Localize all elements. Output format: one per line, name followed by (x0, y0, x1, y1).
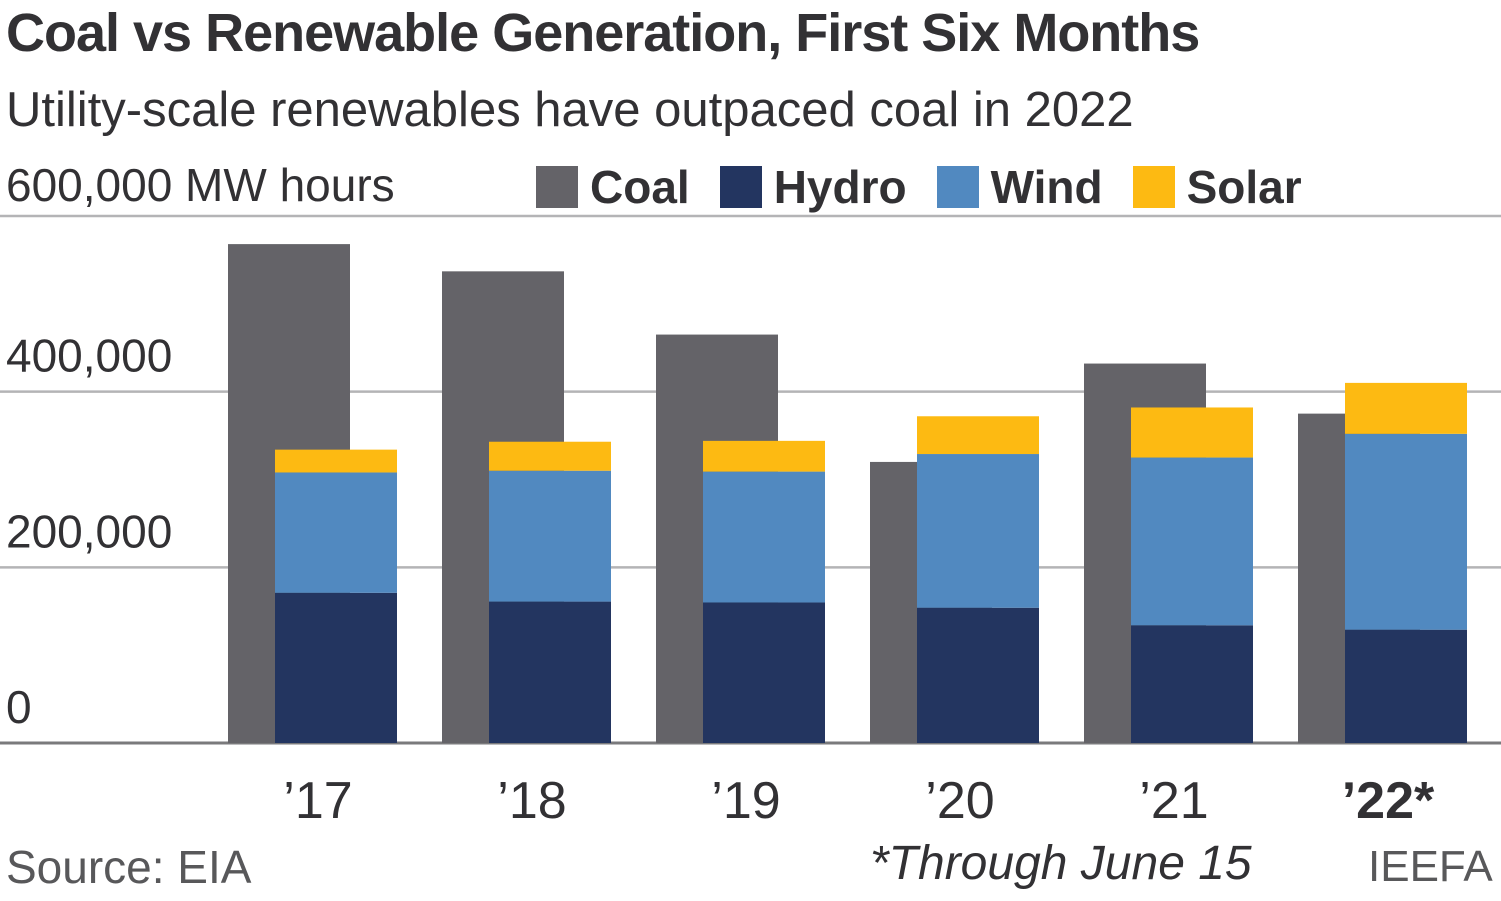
legend-item-wind: Wind (936, 160, 1103, 214)
legend-swatch-hydro (719, 166, 762, 208)
bar-hydro-21 (1131, 625, 1253, 743)
credit-label: IEEFA (1368, 842, 1493, 891)
bar-hydro-20 (917, 607, 1039, 743)
legend-item-hydro: Hydro (719, 160, 907, 214)
bar-hydro-22 (1345, 629, 1467, 743)
bar-hydro-17 (275, 592, 397, 743)
bar-wind-19 (703, 471, 825, 603)
x-tick-label-22: ’22* (1342, 772, 1435, 830)
y-tick-label-200000: 200,000 (6, 505, 172, 557)
x-tick-label-20: ’20 (925, 772, 994, 830)
legend-label-wind: Wind (990, 161, 1103, 213)
legend-swatch-wind (936, 166, 979, 208)
bar-hydro-19 (703, 602, 825, 743)
x-tick-label-17: ’17 (283, 772, 352, 830)
y-axis-unit-label: 600,000 MW hours (6, 159, 395, 211)
bar-solar-17 (275, 449, 397, 473)
legend-label-hydro: Hydro (773, 161, 907, 213)
x-tick-label-18: ’18 (497, 772, 566, 830)
legend-label-coal: Coal (590, 161, 690, 213)
bar-solar-21 (1131, 407, 1253, 458)
bar-wind-22 (1345, 433, 1467, 630)
legend: Coal Hydro Wind Solar (536, 160, 1332, 214)
bar-wind-18 (489, 470, 611, 602)
bar-solar-19 (703, 440, 825, 472)
bar-wind-21 (1131, 457, 1253, 626)
bar-solar-22 (1345, 382, 1467, 434)
bar-solar-18 (489, 441, 611, 471)
x-tick-label-19: ’19 (711, 772, 780, 830)
bar-wind-20 (917, 454, 1039, 608)
legend-item-solar: Solar (1132, 160, 1302, 214)
y-tick-label-0: 0 (6, 681, 32, 733)
bar-solar-20 (917, 416, 1039, 455)
footnote: *Through June 15 (870, 837, 1252, 890)
legend-label-solar: Solar (1186, 161, 1302, 213)
y-tick-label-400000: 400,000 (6, 330, 172, 382)
bar-hydro-18 (489, 601, 611, 743)
chart-subtitle: Utility-scale renewables have outpaced c… (6, 83, 1134, 137)
source-note: Source: EIA (6, 841, 252, 893)
legend-swatch-coal (536, 166, 578, 208)
bar-wind-17 (275, 472, 397, 593)
chart-title: Coal vs Renewable Generation, First Six … (6, 3, 1200, 63)
x-tick-label-21: ’21 (1139, 772, 1208, 830)
legend-item-coal: Coal (536, 160, 690, 214)
legend-swatch-solar (1132, 166, 1175, 208)
